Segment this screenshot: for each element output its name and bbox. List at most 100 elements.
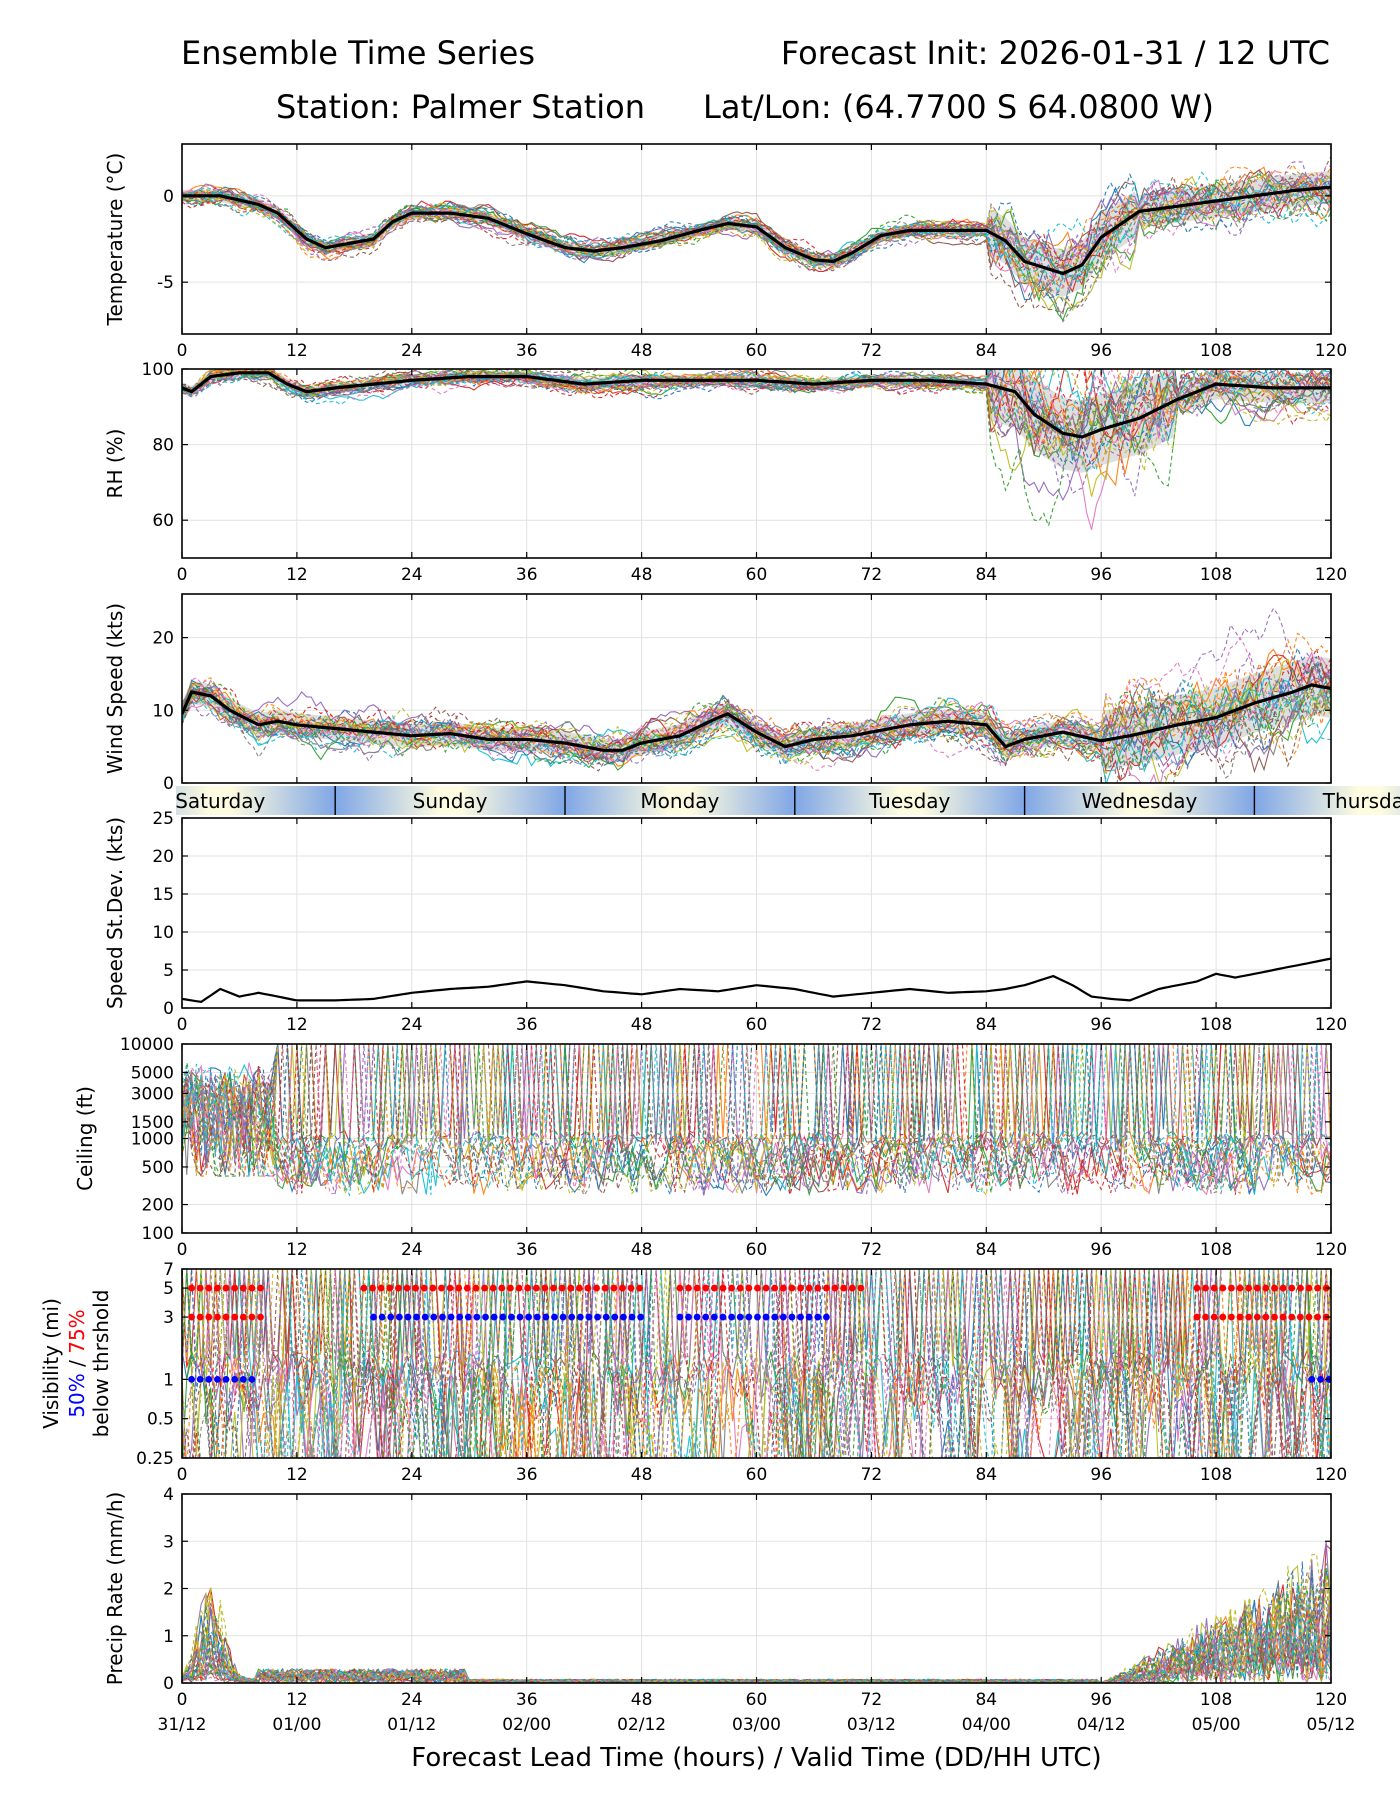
threshold-marker xyxy=(1271,1313,1278,1321)
panel-precip: 0 12 24 36 48 60 72 84 96 108 120 4 3 2 1 0 Precip Rate … xyxy=(103,1485,1347,1710)
left-title: Ensemble Time Series xyxy=(181,34,535,72)
x-tick-label: 108 xyxy=(1200,1015,1232,1035)
threshold-marker xyxy=(196,1375,204,1383)
threshold-marker xyxy=(507,1313,515,1321)
ensemble-member-line xyxy=(182,661,1331,759)
x-tick-label: 24 xyxy=(401,1465,423,1485)
data-layer xyxy=(182,156,1331,323)
threshold-marker xyxy=(1202,1313,1209,1321)
threshold-marker xyxy=(585,1313,593,1321)
y-tick-label: 0.25 xyxy=(136,1449,174,1469)
day-segment xyxy=(1024,786,1255,815)
y-tick-label: 10000 xyxy=(120,1035,174,1055)
threshold-marker xyxy=(413,1313,420,1321)
x-tick-label: 108 xyxy=(1200,341,1232,361)
x-tick-label: 48 xyxy=(631,565,653,585)
x-tick-label: 24 xyxy=(401,1015,423,1035)
threshold-marker xyxy=(188,1375,195,1383)
ensemble-member-line xyxy=(182,646,1331,763)
y-tick-label: 4 xyxy=(163,1485,174,1505)
ensemble-member-line xyxy=(182,679,1331,768)
threshold-marker xyxy=(719,1284,727,1292)
y-tick-label: 25 xyxy=(152,809,174,829)
x-tick-label: 120 xyxy=(1315,1465,1347,1485)
x-tick-label: 48 xyxy=(631,1690,653,1710)
x-tick-label: 24 xyxy=(401,565,423,585)
day-segment xyxy=(335,786,565,815)
threshold-marker xyxy=(1288,1313,1296,1321)
ensemble-member-line xyxy=(182,1269,1330,1458)
threshold-marker xyxy=(788,1284,796,1292)
valid-time-label: 01/00 xyxy=(272,1715,321,1735)
x-tick-label: 96 xyxy=(1090,341,1112,361)
threshold-marker xyxy=(499,1313,507,1321)
threshold-marker xyxy=(559,1313,567,1321)
threshold-marker xyxy=(420,1284,428,1292)
threshold-marker xyxy=(840,1284,848,1292)
x-tick-label: 72 xyxy=(861,1240,883,1260)
ensemble-member-line xyxy=(182,369,1331,497)
threshold-marker xyxy=(619,1284,626,1292)
threshold-marker xyxy=(378,1313,386,1321)
threshold-marker xyxy=(779,1284,787,1292)
threshold-marker xyxy=(1193,1284,1201,1292)
threshold-marker xyxy=(473,1313,481,1321)
y-tick-label: 5 xyxy=(163,961,174,981)
threshold-marker xyxy=(455,1284,463,1292)
x-tick-label: 0 xyxy=(177,1465,188,1485)
x-tick-label: 36 xyxy=(516,1240,538,1260)
threshold-marker xyxy=(685,1313,692,1321)
x-axis-label: Forecast Lead Time (hours) / Valid Time … xyxy=(411,1743,1101,1773)
threshold-marker xyxy=(1305,1313,1313,1321)
y-tick-label: 1000 xyxy=(131,1130,174,1150)
threshold-marker xyxy=(797,1313,804,1321)
threshold-marker xyxy=(702,1284,710,1292)
threshold-marker xyxy=(481,1284,488,1292)
x-tick-label: 36 xyxy=(516,1465,538,1485)
x-tick-label: 120 xyxy=(1315,1690,1347,1710)
threshold-marker xyxy=(257,1313,264,1321)
y-tick-label: 10 xyxy=(152,923,174,943)
threshold-marker xyxy=(231,1313,239,1321)
threshold-marker xyxy=(1296,1284,1304,1292)
ensemble-member-line xyxy=(182,369,1331,467)
threshold-marker xyxy=(567,1284,575,1292)
x-tick-label: 48 xyxy=(631,1015,653,1035)
threshold-marker xyxy=(736,1284,744,1292)
threshold-marker xyxy=(1308,1375,1316,1383)
ensemble-mean-line xyxy=(182,371,1331,439)
valid-time-label: 04/00 xyxy=(962,1715,1011,1735)
y-tick-label: 0 xyxy=(163,774,174,794)
panel-rh: 0 12 24 36 48 60 72 84 96 108 120 100 80 60 RH (%) xyxy=(103,360,1347,585)
threshold-marker xyxy=(831,1284,839,1292)
x-tick-label: 12 xyxy=(286,1240,308,1260)
x-tick-label: 72 xyxy=(861,565,883,585)
x-tick-label: 108 xyxy=(1200,1240,1232,1260)
threshold-marker xyxy=(848,1284,856,1292)
ensemble-member-line xyxy=(182,1044,1331,1197)
day-label-thursday: Thursday xyxy=(1322,789,1400,813)
y-tick-label: 10 xyxy=(152,701,174,721)
threshold-marker xyxy=(541,1284,549,1292)
threshold-marker xyxy=(532,1284,540,1292)
forecast-init-title: Forecast Init: 2026-01-31 / 12 UTC xyxy=(780,34,1330,72)
y-tick-label: 15 xyxy=(152,885,174,905)
valid-time-label: 02/12 xyxy=(617,1715,666,1735)
threshold-marker xyxy=(188,1284,195,1292)
ensemble-member-line xyxy=(182,1576,1331,1683)
threshold-marker xyxy=(771,1313,779,1321)
y-tick-label: 3000 xyxy=(131,1084,174,1104)
ensemble-member-line xyxy=(182,169,1331,289)
y-tick-label: 3 xyxy=(163,1532,174,1552)
x-tick-label: 72 xyxy=(861,1465,883,1485)
x-tick-label: 60 xyxy=(746,1465,768,1485)
threshold-marker xyxy=(533,1313,541,1321)
threshold-marker xyxy=(620,1313,627,1321)
x-tick-label: 24 xyxy=(401,1690,423,1710)
threshold-marker xyxy=(594,1313,601,1321)
threshold-marker xyxy=(239,1284,247,1292)
x-tick-label: 84 xyxy=(975,341,997,361)
ensemble-member-line xyxy=(182,1044,1331,1195)
y-tick-label: 60 xyxy=(152,511,174,531)
threshold-marker xyxy=(360,1284,368,1292)
